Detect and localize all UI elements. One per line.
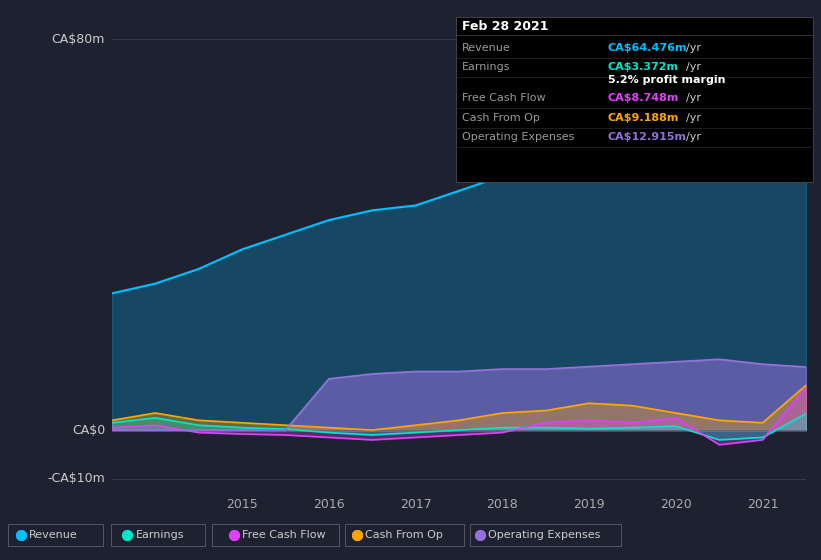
Text: CA$8.748m: CA$8.748m xyxy=(608,93,679,103)
Text: /yr: /yr xyxy=(686,62,700,72)
Text: CA$80m: CA$80m xyxy=(52,33,105,46)
Text: CA$12.915m: CA$12.915m xyxy=(608,132,686,142)
Text: Operating Expenses: Operating Expenses xyxy=(462,132,575,142)
Text: CA$9.188m: CA$9.188m xyxy=(608,113,679,123)
Text: Free Cash Flow: Free Cash Flow xyxy=(462,93,546,103)
Text: Free Cash Flow: Free Cash Flow xyxy=(242,530,326,540)
Text: Earnings: Earnings xyxy=(462,62,511,72)
Text: Earnings: Earnings xyxy=(135,530,184,540)
Text: Feb 28 2021: Feb 28 2021 xyxy=(462,20,548,34)
Text: /yr: /yr xyxy=(686,43,700,53)
Text: CA$64.476m: CA$64.476m xyxy=(608,43,687,53)
Text: /yr: /yr xyxy=(686,113,700,123)
Text: Operating Expenses: Operating Expenses xyxy=(488,530,601,540)
Text: Revenue: Revenue xyxy=(462,43,511,53)
Text: Cash From Op: Cash From Op xyxy=(365,530,443,540)
Text: CA$0: CA$0 xyxy=(71,423,105,437)
Text: -CA$10m: -CA$10m xyxy=(48,473,105,486)
Text: CA$3.372m: CA$3.372m xyxy=(608,62,678,72)
Text: /yr: /yr xyxy=(686,132,700,142)
Text: Revenue: Revenue xyxy=(29,530,77,540)
Text: /yr: /yr xyxy=(686,93,700,103)
Text: 5.2% profit margin: 5.2% profit margin xyxy=(608,74,725,85)
Text: Cash From Op: Cash From Op xyxy=(462,113,540,123)
